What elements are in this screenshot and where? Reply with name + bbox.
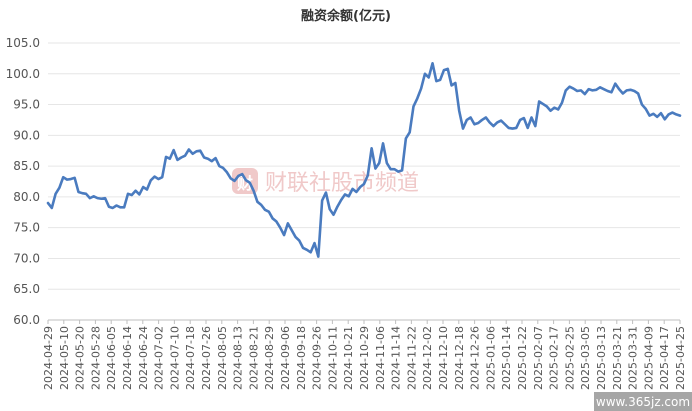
x-tick-label: 2024-06-14: [121, 326, 134, 390]
y-axis-ticks: 60.0 65.0 70.0 75.0 80.0 85.0 90.0 95.0 100.0 105…: [6, 36, 40, 327]
x-tick-label: 2024-07-18: [184, 326, 197, 390]
x-tick-label: 2025-02-17: [548, 326, 561, 390]
x-tick-label: 2024-12-10: [437, 326, 450, 390]
x-tick-label: 2024-11-22: [405, 326, 418, 390]
x-tick-label: 2024-10-21: [342, 326, 355, 390]
y-tick-label: 75.0: [13, 221, 40, 235]
x-tick-label: 2024-11-06: [374, 326, 387, 390]
y-tick-label: 100.0: [6, 67, 40, 81]
x-tick-label: 2025-01-22: [516, 326, 529, 390]
x-tick-label: 2024-09-06: [279, 326, 292, 390]
x-tick-label: 2024-08-13: [232, 326, 245, 390]
series-line: [46, 62, 682, 258]
watermark: 财 财联社股市频道: [232, 168, 419, 196]
site-mark-text: www.365jz.com: [596, 395, 690, 409]
y-tick-label: 85.0: [13, 159, 40, 173]
x-tick-label: 2024-09-26: [311, 326, 324, 390]
watermark-text: 财联社股市频道: [265, 171, 419, 196]
y-tick-label: 60.0: [13, 313, 40, 327]
x-tick-label: 2025-03-21: [611, 326, 624, 390]
x-tick-label: 2024-04-29: [42, 326, 55, 390]
y-tick-label: 65.0: [13, 282, 40, 296]
x-tick-label: 2025-03-13: [595, 326, 608, 390]
x-tick-label: 2024-05-20: [74, 326, 87, 390]
x-tick-label: 2024-05-28: [89, 326, 102, 390]
x-tick-label: 2024-07-02: [153, 326, 166, 390]
x-tick-label: 2025-01-14: [500, 326, 513, 390]
x-axis-ticks: 2024-04-29 2024-05-10 2024-05-20 2024-05-28…: [42, 320, 687, 390]
x-tick-label: 2024-10-29: [358, 326, 371, 390]
x-tick-label: 2024-10-11: [326, 326, 339, 390]
x-tick-label: 2025-03-05: [579, 326, 592, 390]
x-tick-label: 2025-04-17: [658, 326, 671, 390]
x-tick-label: 2025-01-06: [484, 326, 497, 390]
chart-title: 融资余额(亿元): [301, 8, 391, 24]
x-tick-label: 2025-03-31: [627, 326, 640, 390]
x-tick-label: 2024-08-05: [216, 326, 229, 390]
x-tick-label: 2024-06-24: [137, 326, 150, 390]
y-tick-label: 90.0: [13, 128, 40, 142]
x-tick-label: 2024-12-02: [421, 326, 434, 390]
x-tick-label: 2025-04-25: [674, 326, 687, 390]
y-tick-label: 105.0: [6, 36, 40, 50]
x-tick-label: 2024-12-18: [453, 326, 466, 390]
site-mark: www.365jz.com: [594, 392, 692, 411]
x-tick-label: 2024-08-21: [247, 326, 260, 390]
gridlines: [48, 42, 680, 290]
x-tick-label: 2024-09-18: [295, 326, 308, 390]
x-tick-label: 2025-04-09: [642, 326, 655, 390]
y-tick-label: 95.0: [13, 98, 40, 112]
x-tick-label: 2024-11-14: [390, 326, 403, 390]
x-tick-label: 2025-02-07: [532, 326, 545, 390]
site-mark-background: [594, 392, 692, 411]
y-tick-label: 70.0: [13, 251, 40, 265]
watermark-logo-glyph: 财: [236, 174, 253, 193]
x-tick-label: 2024-06-05: [105, 326, 118, 390]
x-tick-label: 2024-05-10: [58, 326, 71, 390]
x-tick-label: 2024-07-10: [168, 326, 181, 390]
y-tick-label: 80.0: [13, 190, 40, 204]
x-tick-label: 2024-08-29: [263, 326, 276, 390]
series-layer: [46, 62, 682, 258]
x-tick-label: 2024-12-26: [469, 326, 482, 390]
x-tick-label: 2025-02-25: [563, 326, 576, 390]
x-tick-label: 2024-07-26: [200, 326, 213, 390]
